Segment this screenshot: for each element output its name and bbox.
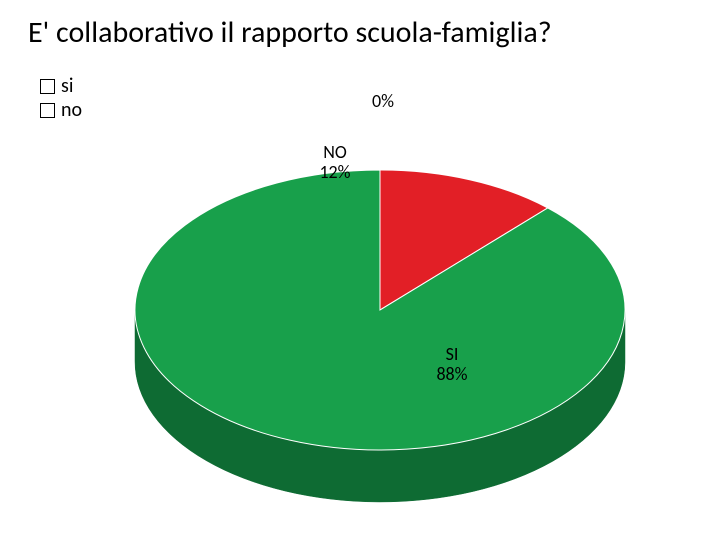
pie-svg: NO12% SI88% [120, 100, 640, 520]
legend-label: no [61, 98, 82, 122]
slice-label-si: SI [446, 343, 459, 365]
pie-slice-si [135, 170, 625, 450]
page-title: E' collaborativo il rapporto scuola-fami… [0, 14, 720, 51]
checkbox-icon [40, 79, 55, 94]
legend-label: si [61, 74, 73, 98]
pie-chart: 0% NO12%SI88% [120, 100, 640, 520]
slice-percent-no: 12% [319, 161, 350, 183]
slide: { "title": "E' collaborativo il rapporto… [0, 0, 720, 540]
legend-item-si: si [40, 74, 82, 98]
slice-label-no: NO [323, 141, 347, 163]
checkbox-icon [40, 103, 55, 118]
zero-percent-label: 0% [372, 90, 394, 112]
legend-item-no: no [40, 98, 82, 122]
legend: si no [40, 74, 82, 122]
slice-percent-si: 88% [436, 363, 467, 385]
